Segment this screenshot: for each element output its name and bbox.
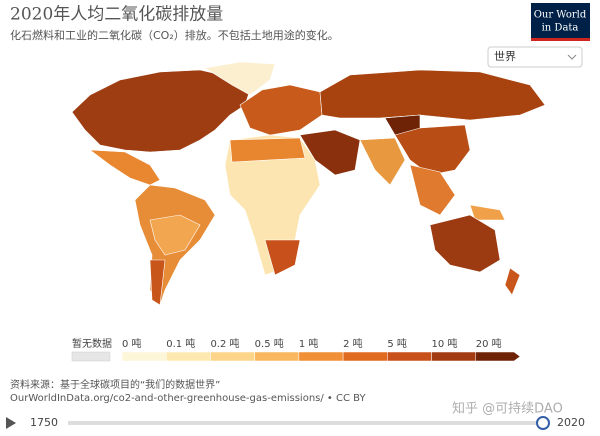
legend-label: 10 吨: [432, 337, 458, 350]
country: [409, 164, 456, 216]
play-button[interactable]: [6, 417, 16, 429]
no-data-swatch: [71, 351, 111, 362]
country: [504, 267, 521, 296]
selector-label: 世界: [494, 50, 516, 63]
title: 2020年人均二氧化碳排放量: [10, 5, 223, 25]
country: [394, 124, 471, 176]
selector[interactable]: 世界: [487, 46, 583, 68]
legend-label: 5 吨: [387, 337, 407, 350]
country: [469, 204, 506, 221]
selector-box[interactable]: [487, 46, 583, 68]
selector-arrow: [567, 54, 577, 60]
source: 资料来源：基于全球碳项目的“我们的数据世界”: [10, 378, 220, 391]
legend-label: 0.5 吨: [255, 337, 284, 350]
country: [359, 137, 406, 186]
legend-label: 1 吨: [299, 337, 319, 350]
legend-label: 0 吨: [122, 337, 142, 350]
country: [149, 259, 166, 306]
timeline-start: 1750: [30, 416, 58, 429]
country: [204, 61, 276, 96]
watermark: 知乎 @可持续DAO: [452, 401, 563, 417]
legend-label: 2 吨: [343, 337, 363, 350]
legend-label: 0.1 吨: [166, 337, 195, 350]
logo-box: [531, 3, 590, 41]
legend: 暂无数据 0 吨 0.1 吨 0.2 吨 0.5 吨 1 吨 2 吨 5 吨 10 吨 20 吨: [71, 337, 521, 362]
legend-label: 0.2 吨: [210, 337, 239, 350]
timeline-handle[interactable]: [536, 416, 550, 430]
map: [71, 61, 546, 306]
legend-swatch: [254, 351, 300, 362]
country: [319, 69, 546, 121]
legend-swatch: [342, 351, 388, 362]
country: [229, 137, 306, 163]
legend-swatch: [121, 351, 167, 362]
country: [429, 214, 501, 273]
logo-bar: [531, 38, 590, 41]
subtitle: 化石燃料和工业的二氧化碳（CO₂）排放。不包括土地用途的变化。: [10, 28, 339, 42]
legend-swatch: [475, 351, 521, 362]
logo-text: Our World: [534, 10, 587, 21]
legend-swatch: [431, 351, 477, 362]
timeline-end: 2020: [557, 416, 585, 429]
no-data-label: 暂无数据: [72, 337, 112, 350]
legend-swatch: [387, 351, 432, 362]
country: [71, 69, 251, 153]
legend-swatch: [165, 351, 211, 362]
source-url: OurWorldInData.org/co2-and-other-greenho…: [10, 393, 366, 404]
legend-swatch: [298, 351, 344, 362]
logo: Our World in Data: [531, 3, 590, 41]
timeline: 1750 2020: [6, 416, 585, 430]
country: [149, 214, 201, 256]
legend-label: 20 吨: [476, 337, 502, 350]
logo-text: in Data: [542, 23, 579, 34]
legend-swatch: [210, 351, 255, 362]
country: [264, 239, 301, 276]
country: [89, 149, 161, 186]
